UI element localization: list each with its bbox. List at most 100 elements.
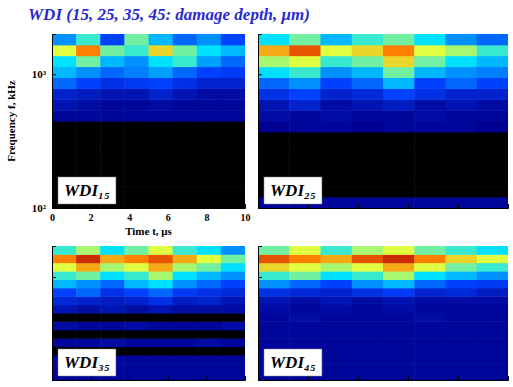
heatmap-cell <box>289 254 321 263</box>
heatmap-cell <box>321 186 353 197</box>
heatmap-cell <box>173 67 198 78</box>
heatmap-cell <box>197 288 222 297</box>
heatmap-cell <box>149 165 174 176</box>
x-tick-label: 6 <box>166 212 171 223</box>
heatmap-cell <box>477 197 508 208</box>
x-tick: 6 <box>166 204 171 223</box>
heatmap-cell <box>289 132 321 143</box>
heatmap-cell <box>477 313 508 322</box>
y-axis: 10²10³ <box>32 35 56 215</box>
heatmap-cell <box>100 121 125 132</box>
heatmap-cell <box>149 371 174 380</box>
panel-label: WDI₁₅ <box>58 177 116 204</box>
heatmap-cell <box>124 121 149 132</box>
heatmap-cell <box>100 279 125 288</box>
heatmap-cell <box>149 279 174 288</box>
panel: WDI₂₅ <box>258 34 509 209</box>
y-tick-mark <box>52 74 56 75</box>
heatmap-cell <box>477 121 508 132</box>
heatmap-cell <box>289 279 321 288</box>
heatmap-cell <box>149 263 174 272</box>
heatmap-cell <box>446 121 478 132</box>
heatmap-cell <box>321 132 353 143</box>
heatmap-cell <box>352 254 384 263</box>
heatmap-cell <box>173 263 198 272</box>
heatmap-cell <box>52 263 77 272</box>
heatmap-cell <box>321 288 353 297</box>
heatmap-cell <box>414 355 446 364</box>
heatmap-cell <box>221 121 245 132</box>
heatmap-cell <box>446 321 478 330</box>
heatmap-cell <box>221 45 245 56</box>
heatmap-cell <box>76 246 101 255</box>
heatmap-cell <box>221 330 245 339</box>
heatmap-cell <box>352 347 384 356</box>
panel-title: WDI₃₅ <box>64 353 110 372</box>
x-tick <box>508 376 509 380</box>
heatmap-cell <box>352 338 384 347</box>
heatmap-cell <box>149 296 174 305</box>
heatmap-cell <box>477 88 508 99</box>
y-tick <box>258 208 262 209</box>
panel: WDI₄₅ <box>258 246 509 381</box>
heatmap-cell <box>100 313 125 322</box>
heatmap-cell <box>100 338 125 347</box>
heatmap-cell <box>173 45 198 56</box>
heatmap-cell <box>76 77 101 88</box>
heatmap-cell <box>149 77 174 88</box>
y-tick: 10² <box>32 202 56 214</box>
heatmap-cell <box>446 263 478 272</box>
heatmap-cell <box>173 254 198 263</box>
heatmap-cell <box>352 296 384 305</box>
heatmap-cell <box>173 355 198 364</box>
heatmap-cell <box>352 88 384 99</box>
x-tick-label: 10 <box>241 212 251 223</box>
heatmap-cell <box>446 347 478 356</box>
x-tick-mark <box>308 204 309 208</box>
heatmap-cell <box>414 99 446 110</box>
heatmap-cell <box>197 132 222 143</box>
heatmap-cell <box>52 77 77 88</box>
heatmap-cell <box>383 186 415 197</box>
y-tick <box>258 277 262 278</box>
heatmap-cell <box>221 67 245 78</box>
heatmap-cell <box>383 338 415 347</box>
heatmap-cell <box>52 45 77 56</box>
heatmap-cell <box>197 121 222 132</box>
heatmap-cell <box>221 175 245 186</box>
heatmap-cell <box>100 99 125 110</box>
heatmap-cell <box>197 88 222 99</box>
x-tick-mark <box>408 376 409 380</box>
heatmap-cell <box>221 338 245 347</box>
heatmap-cell <box>414 110 446 121</box>
heatmap-cell <box>383 305 415 314</box>
y-tick-mark <box>52 277 56 278</box>
heatmap-cell <box>414 330 446 339</box>
x-tick <box>91 376 92 380</box>
x-tick-mark <box>206 376 207 380</box>
heatmap-cell <box>258 296 290 305</box>
heatmap-cell <box>258 305 290 314</box>
heatmap-cell <box>477 254 508 263</box>
heatmap-cell <box>124 186 149 197</box>
heatmap-cell <box>414 363 446 372</box>
heatmap-cell <box>100 296 125 305</box>
heatmap-cell <box>477 154 508 166</box>
x-tick-label: 8 <box>204 212 209 223</box>
heatmap-cell <box>124 263 149 272</box>
heatmap-cell <box>321 197 353 208</box>
heatmap-cell <box>52 279 77 288</box>
heatmap-cell <box>221 355 245 364</box>
heatmap-cell <box>414 77 446 88</box>
heatmap-cell <box>352 197 384 208</box>
heatmap-cell <box>221 99 245 110</box>
heatmap-cell <box>414 186 446 197</box>
heatmap-cell <box>124 56 149 67</box>
heatmap-cell <box>477 305 508 314</box>
heatmap-cell <box>173 338 198 347</box>
heatmap-cell <box>446 305 478 314</box>
heatmap-cell <box>173 271 198 280</box>
heatmap-cell <box>289 67 321 78</box>
heatmap-cell <box>149 88 174 99</box>
x-tick-mark <box>358 204 359 208</box>
